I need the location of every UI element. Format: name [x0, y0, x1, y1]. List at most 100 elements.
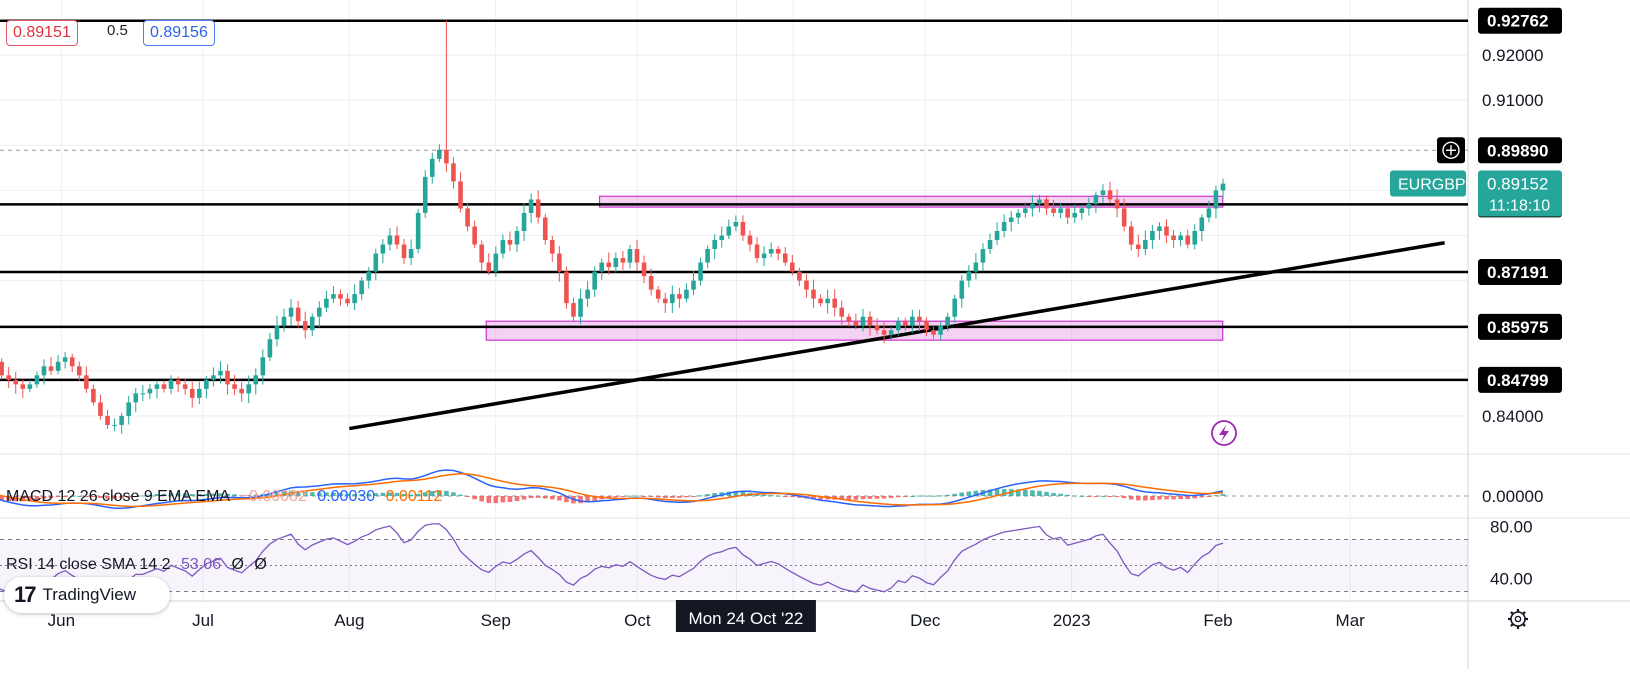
gear-tooth	[1510, 623, 1514, 627]
candle-body	[691, 280, 696, 290]
candle-body	[84, 375, 89, 389]
candle-body	[295, 307, 301, 322]
macd-histogram-bar	[528, 496, 534, 499]
candle-body	[874, 325, 880, 331]
macd-histogram-bar	[429, 491, 435, 496]
candle-body	[931, 330, 936, 335]
hover-date-text: Mon 24 Oct '22	[689, 609, 804, 628]
macd-histogram-bar	[394, 492, 400, 496]
level-price-label	[1478, 258, 1562, 285]
macd-histogram-bar	[1164, 496, 1169, 500]
ask-price-badge[interactable]: 0.89156	[143, 20, 215, 46]
candle-body	[493, 253, 499, 272]
candle-body	[1178, 235, 1183, 241]
macd-histogram-bar	[140, 495, 146, 497]
candle-body	[952, 298, 958, 317]
candle-body	[754, 244, 760, 259]
macd-histogram-bar	[274, 491, 280, 496]
rsi-legend[interactable]: RSI 14 close SMA 14 2 53.06 Ø Ø	[6, 556, 267, 574]
candle-body	[910, 316, 915, 326]
candle-body	[239, 388, 244, 394]
macd-histogram-bar	[324, 492, 329, 496]
macd-histogram-bar	[761, 494, 767, 496]
macd-histogram-bar	[888, 496, 894, 499]
bid-price-badge[interactable]: 0.89151	[6, 20, 78, 46]
candle-body	[0, 361, 4, 376]
settings-gear-icon[interactable]	[1508, 609, 1528, 629]
candle-body	[719, 235, 725, 241]
candle-body	[888, 330, 894, 335]
candle-body	[429, 158, 435, 177]
macd-histogram-bar	[1065, 494, 1070, 496]
candle-body	[27, 384, 33, 389]
crosshair-price-text: 0.89890	[1487, 141, 1548, 160]
tradingview-logo[interactable]: 17 TradingView	[4, 577, 170, 613]
macd-histogram-bar	[105, 496, 110, 499]
macd-histogram-bar	[1015, 489, 1021, 496]
candle-body	[317, 307, 322, 317]
hover-date-label	[675, 600, 816, 632]
macd-histogram-bar	[133, 496, 139, 497]
macd-histogram-bar	[225, 493, 230, 496]
macd-histogram-bar	[197, 494, 202, 496]
candle-body	[479, 244, 484, 263]
rsi-extra-1: Ø	[231, 556, 244, 573]
candle-body	[274, 325, 280, 340]
candle-body	[1058, 208, 1063, 213]
candle-body	[521, 212, 527, 231]
macd-histogram-bar	[302, 491, 308, 496]
candle-body	[1001, 221, 1007, 231]
candle-body	[1086, 203, 1092, 209]
macd-histogram-bar	[175, 493, 181, 496]
macd-histogram-bar	[733, 491, 739, 496]
level-price-label	[1478, 366, 1562, 393]
macd-histogram-bar	[69, 495, 75, 497]
candle-body	[338, 294, 343, 299]
macd-histogram-bar	[535, 496, 541, 498]
time-axis-tick: Jul	[192, 611, 214, 630]
candle-body	[458, 181, 463, 209]
macd-histogram-bar	[0, 496, 4, 501]
candle-body	[938, 325, 943, 335]
macd-histogram-bar	[1157, 496, 1162, 500]
macd-histogram-bar	[1044, 491, 1049, 496]
macd-histogram-bar	[1199, 496, 1205, 498]
macd-legend[interactable]: MACD 12 26 close 9 EMA EMA −0.00082 0.00…	[6, 488, 442, 506]
macd-histogram-bar	[62, 496, 68, 497]
candle-body	[1199, 217, 1205, 231]
macd-histogram-bar	[507, 496, 513, 502]
candle-body	[1044, 199, 1049, 209]
candle-body	[260, 357, 266, 376]
candle-body	[599, 262, 605, 272]
candle-body	[507, 240, 513, 245]
macd-histogram-bar	[281, 491, 287, 496]
candle-body	[1100, 190, 1106, 195]
macd-histogram-bar	[366, 493, 372, 496]
macd-histogram-bar	[119, 496, 124, 499]
macd-histogram-bar	[550, 496, 555, 500]
macd-histogram-bar	[211, 493, 216, 496]
candle-body	[175, 379, 181, 385]
candle-body	[140, 393, 146, 395]
candle-body	[55, 361, 61, 371]
macd-histogram-bar	[973, 490, 979, 496]
candle-body	[232, 384, 237, 389]
macd-histogram-bar	[846, 496, 852, 500]
macd-histogram-bar	[1192, 496, 1198, 499]
candle-body	[225, 370, 230, 385]
macd-title: MACD 12 26 close 9 EMA EMA	[6, 488, 230, 505]
macd-histogram-bar	[903, 496, 908, 497]
candle-body	[112, 424, 117, 426]
level-price-text: 0.84799	[1487, 371, 1548, 390]
macd-line	[0, 469, 1224, 510]
candle-body	[76, 366, 82, 376]
macd-histogram-bar	[204, 493, 209, 496]
macd-histogram-bar	[112, 496, 117, 499]
macd-histogram-bar	[465, 496, 470, 497]
time-axis-tick: Jun	[48, 611, 75, 630]
candle-body	[1107, 190, 1113, 200]
macd-histogram-bar	[345, 493, 350, 496]
candle-body	[415, 212, 421, 250]
